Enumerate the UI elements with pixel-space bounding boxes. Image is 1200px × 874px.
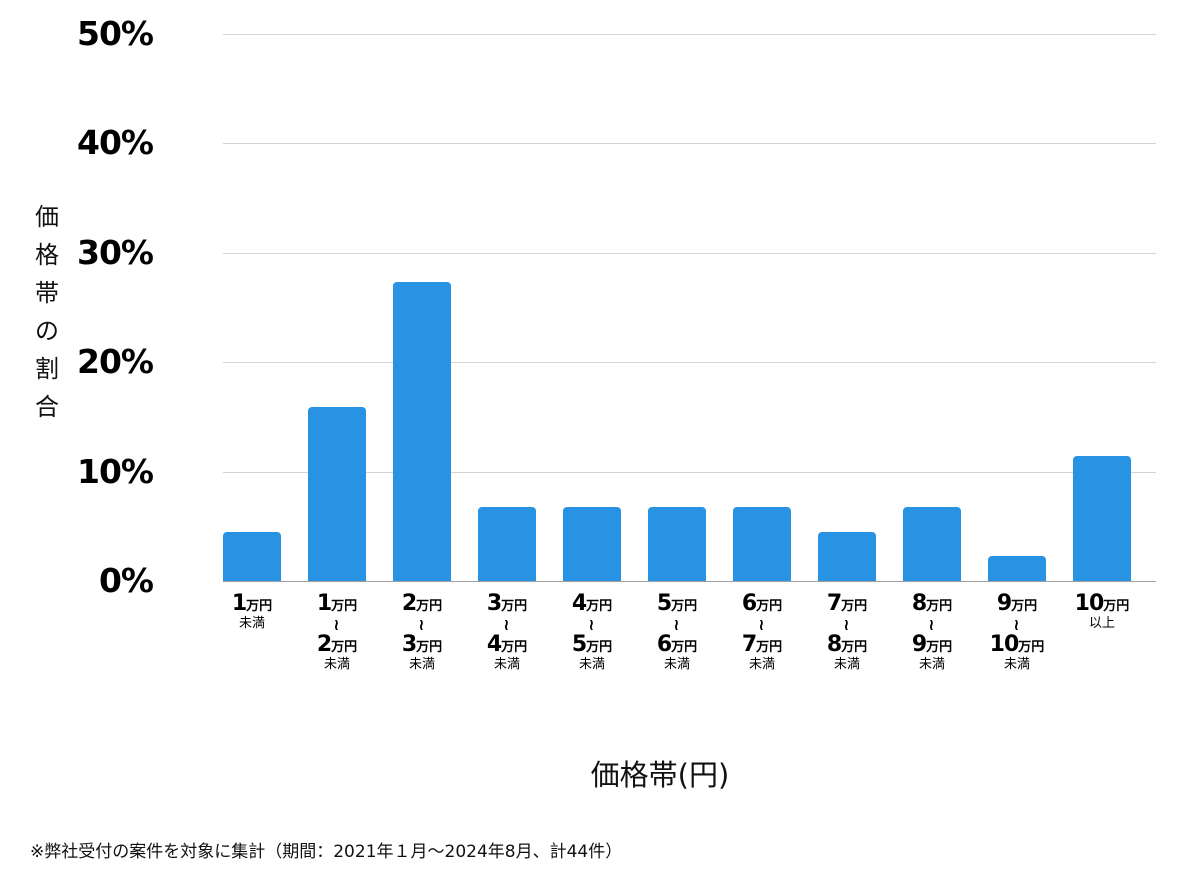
- x-axis-line: [223, 581, 1156, 582]
- y-tick-label: 50%: [77, 14, 154, 53]
- bar: [308, 407, 366, 581]
- y-tick-label: 40%: [77, 123, 154, 163]
- bar: [1073, 456, 1131, 581]
- gridline: [223, 143, 1156, 145]
- x-tick-label: 3万円 ~4万円 未満: [486, 591, 528, 672]
- gridline: [223, 252, 1156, 254]
- y-tick-label: 20%: [77, 342, 154, 382]
- bar: [818, 531, 876, 581]
- y-tick-label: 0%: [98, 561, 154, 600]
- bar: [478, 506, 536, 581]
- x-axis-title: 価格帯(円): [590, 758, 730, 792]
- x-tick-label: 1万円 ~2万円 未満: [316, 591, 358, 672]
- bar: [223, 531, 281, 581]
- bar: [903, 506, 961, 581]
- x-tick-label: 5万円 ~6万円 未満: [656, 591, 698, 672]
- y-tick-label: 10%: [77, 451, 154, 491]
- x-tick-label: 6万円 ~7万円 未満: [741, 591, 783, 672]
- x-tick-label: 2万円 ~3万円 未満: [401, 591, 443, 672]
- bar: [988, 555, 1046, 581]
- y-tick-label: 30%: [77, 232, 154, 272]
- y-axis-title: 価格帯の割合: [35, 203, 59, 421]
- x-tick-label: 8万円 ~9万円 未満: [911, 591, 953, 672]
- gridline: [223, 34, 1156, 35]
- x-tick-label: 1万円 未満: [231, 591, 273, 631]
- plot-area: 0% 10% 20% 30% 40% 50%: [77, 14, 1156, 600]
- footnote: ※弊社受付の案件を対象に集計（期間：2021年１月〜2024年8月、計44件）: [30, 842, 623, 862]
- bar: [393, 282, 451, 581]
- x-tick-label: 4万円 ~5万円 未満: [571, 591, 613, 672]
- bar: [648, 506, 706, 581]
- bar: [733, 506, 791, 581]
- x-tick-label: 10万円 以上: [1074, 591, 1130, 631]
- x-tick-label: 9万円 ~10万円 未満: [989, 591, 1045, 672]
- bar: [563, 506, 621, 581]
- gridline: [223, 362, 1156, 364]
- gridline: [223, 471, 1156, 473]
- x-tick-label: 7万円 ~8万円 未満: [826, 591, 868, 672]
